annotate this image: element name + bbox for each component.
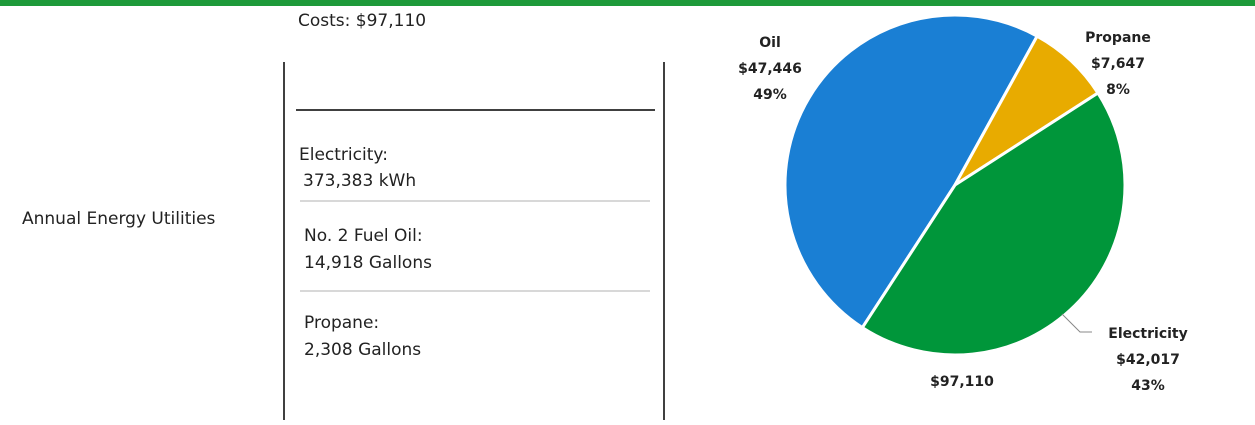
pie-chart [783,13,1127,357]
total-label: $97,110 [930,374,994,390]
slice-percent: 49% [753,87,787,103]
item-name: Propane: [304,313,379,333]
slice-percent: 43% [1131,378,1165,394]
row-label: Annual Energy Utilities [22,209,216,229]
item-amount: 14,918 Gallons [304,253,432,273]
leader-line [1061,313,1092,333]
slice-name: Electricity [1108,326,1187,342]
pie-slice [860,90,1127,357]
item-name: No. 2 Fuel Oil: [304,226,423,246]
item-name: Electricity: [299,145,388,165]
slice-value: $42,017 [1116,352,1180,368]
slice-value: $47,446 [738,61,802,77]
slice-name: Propane [1085,30,1151,46]
slice-percent: 8% [1106,82,1130,98]
item-amount: 2,308 Gallons [304,340,421,360]
slice-name: Oil [759,35,781,51]
top-bar [0,0,1255,6]
item-amount: 373,383 kWh [303,171,416,191]
costs-header: Costs: $97,110 [298,11,426,31]
slice-value: $7,647 [1091,56,1145,72]
pie-slice [783,13,1040,330]
